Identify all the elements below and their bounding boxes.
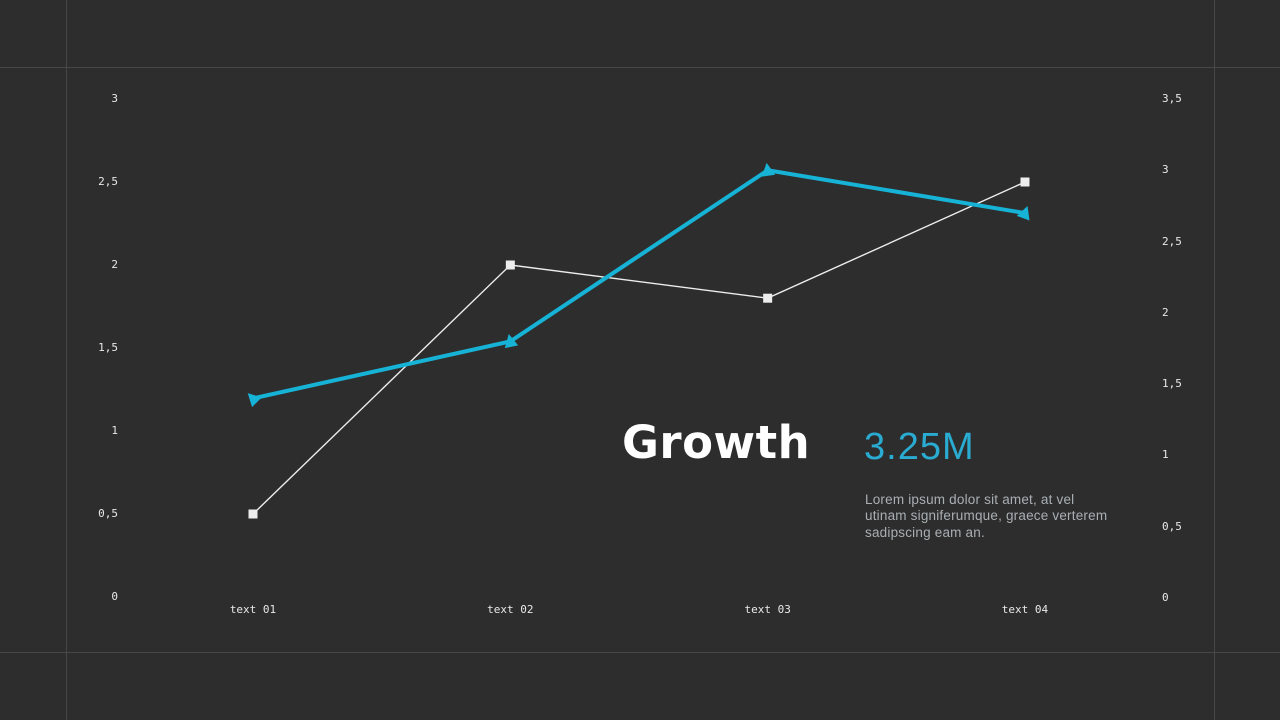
left-axis-tick: 1 xyxy=(111,424,118,437)
teal-line xyxy=(252,168,1026,401)
x-axis-tick: text 04 xyxy=(1001,603,1049,616)
chart-title: Growth xyxy=(622,416,811,469)
white-square-marker xyxy=(763,293,773,303)
x-axis-tick: text 01 xyxy=(229,603,277,616)
teal-triangle-marker xyxy=(247,393,262,408)
white-square-marker xyxy=(1020,177,1030,187)
white-square-marker xyxy=(505,260,515,270)
x-axis-tick: text 03 xyxy=(744,603,791,616)
stat-value: 3.25M xyxy=(864,426,975,468)
grid-frame-line-vertical-right xyxy=(1214,0,1215,720)
right-axis-tick: 0 xyxy=(1162,591,1169,604)
left-axis-tick: 2,5 xyxy=(98,175,118,188)
left-axis-tick: 3 xyxy=(111,92,118,105)
right-axis-tick: 3,5 xyxy=(1162,92,1182,105)
left-axis-tick: 0 xyxy=(111,590,118,603)
teal-triangle-marker xyxy=(1016,206,1030,221)
x-axis-tick: text 02 xyxy=(487,603,534,616)
grid-frame-line-horizontal-bottom xyxy=(0,652,1280,653)
left-axis-tick: 1,5 xyxy=(98,341,118,354)
white-square-marker xyxy=(248,509,258,519)
right-axis-tick: 2,5 xyxy=(1162,234,1182,248)
left-axis-tick: 2 xyxy=(111,258,118,271)
right-axis-tick: 0,5 xyxy=(1162,519,1182,533)
right-axis-tick: 1 xyxy=(1162,448,1169,462)
right-axis-tick: 1,5 xyxy=(1162,377,1182,391)
left-axis-tick: 0,5 xyxy=(98,507,118,520)
white-line xyxy=(252,181,1026,515)
grid-frame-line-horizontal-top xyxy=(0,67,1280,68)
description-text: Lorem ipsum dolor sit amet, at vel utina… xyxy=(865,492,1108,540)
teal-triangle-marker xyxy=(761,162,776,177)
grid-frame-line-vertical-left xyxy=(66,0,67,720)
teal-triangle-marker xyxy=(504,334,519,349)
right-axis-tick: 2 xyxy=(1162,305,1169,319)
right-axis-tick: 3 xyxy=(1162,163,1169,177)
